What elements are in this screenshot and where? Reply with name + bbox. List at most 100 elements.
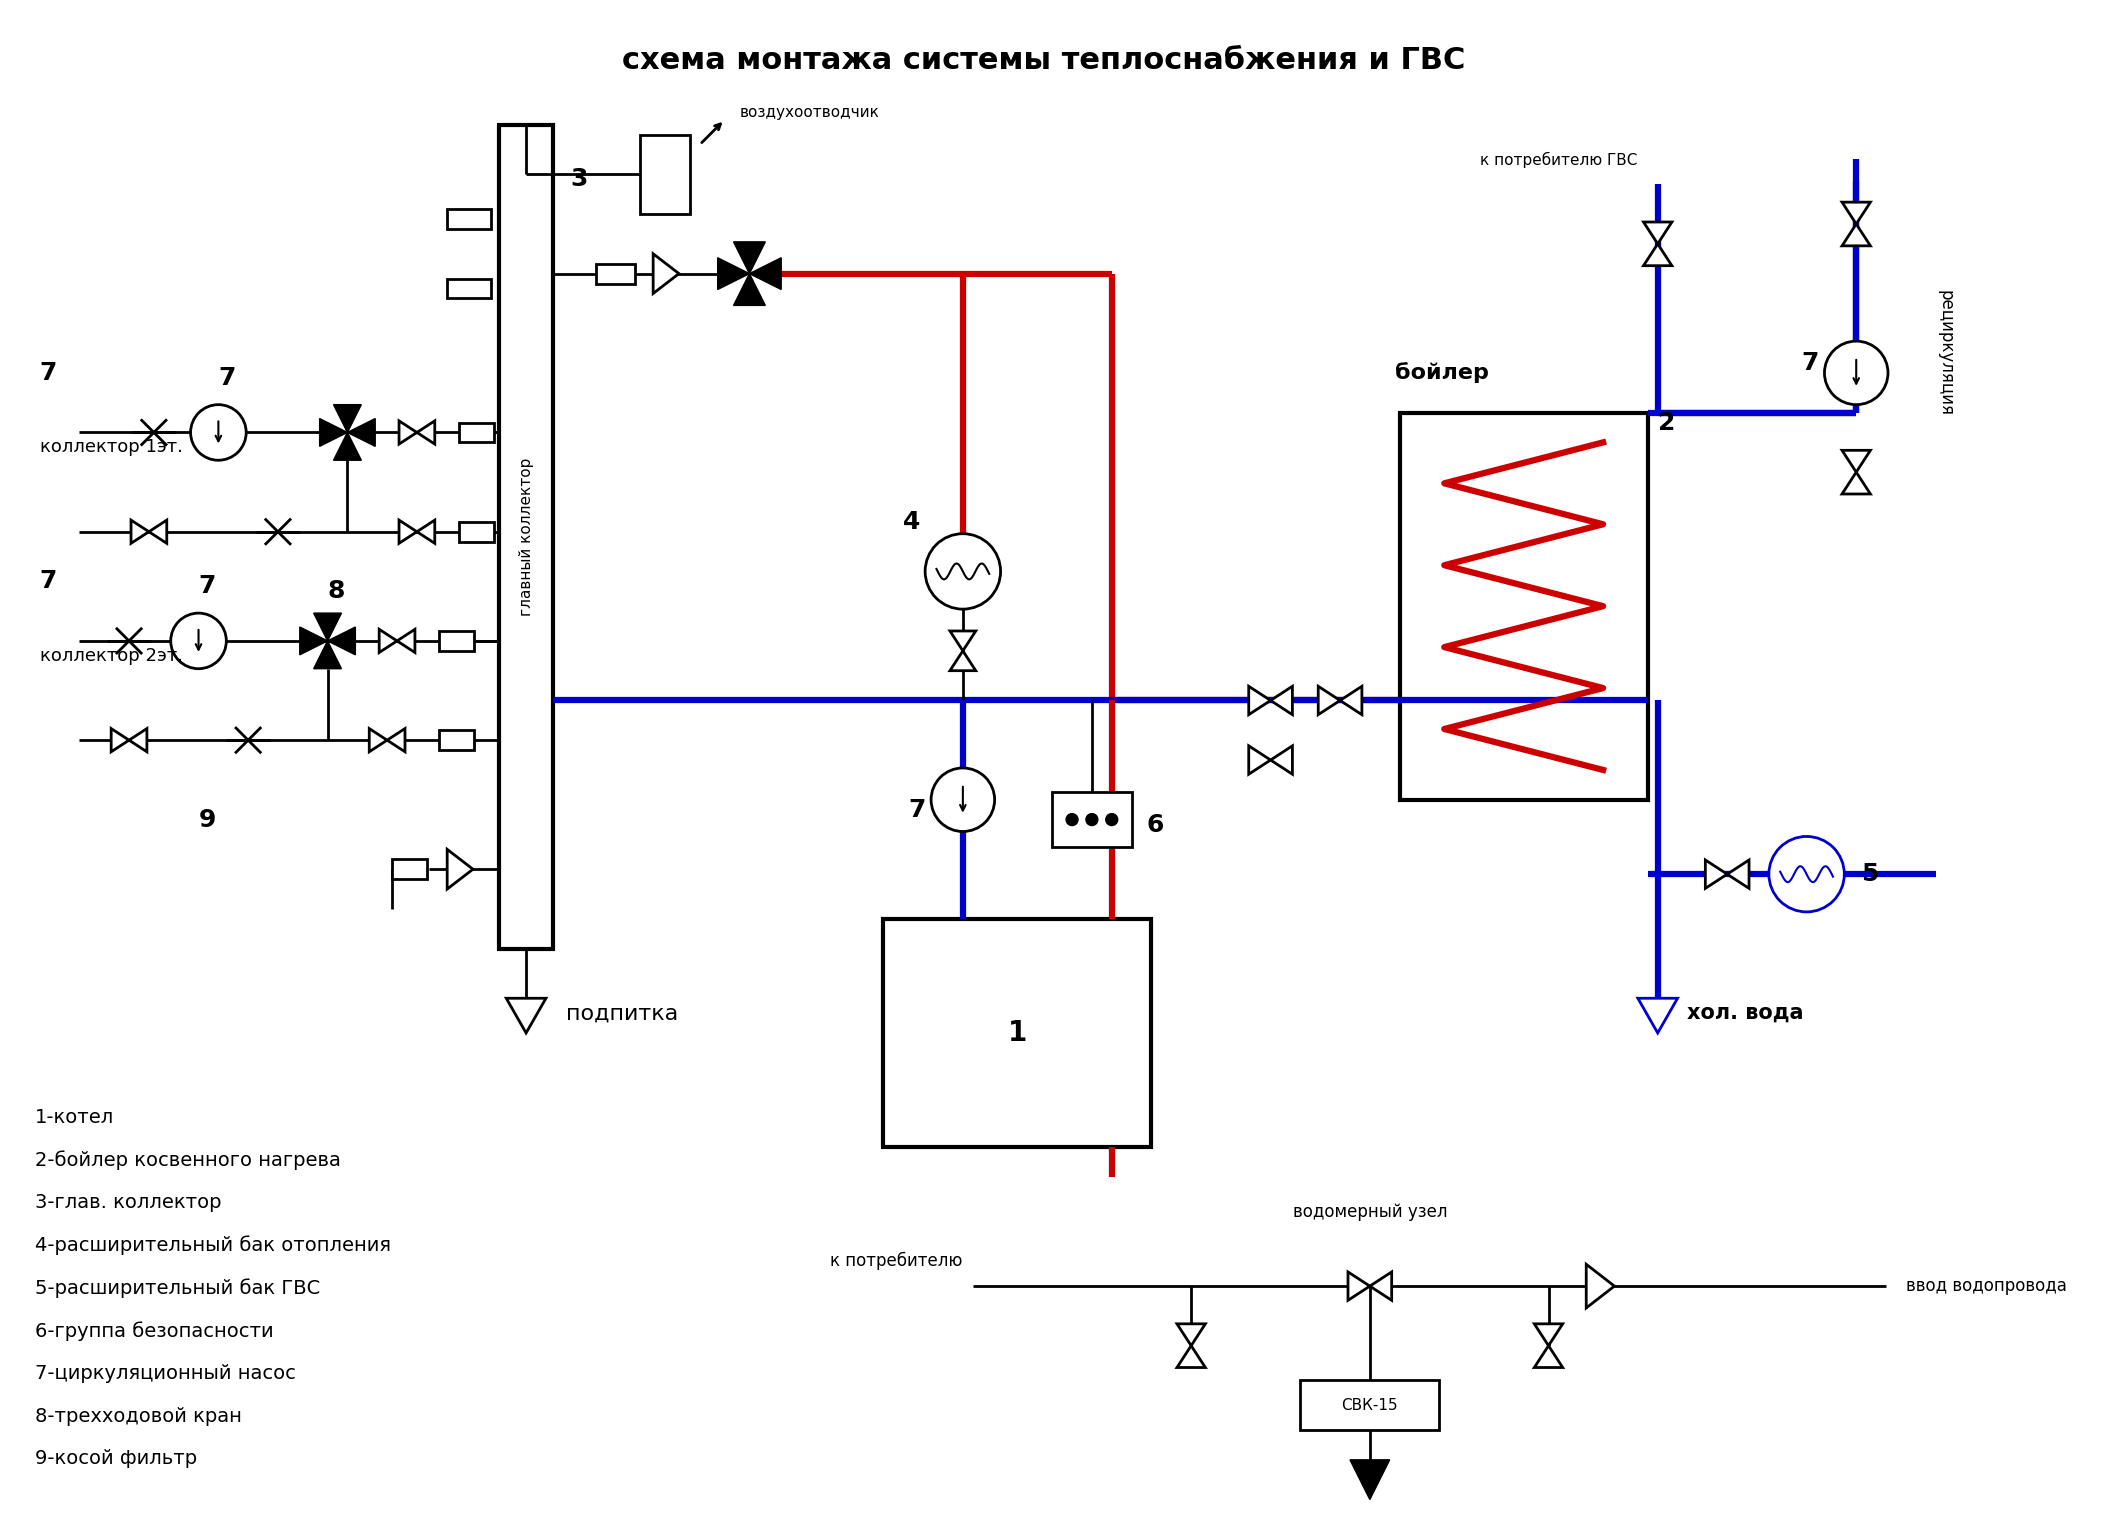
Circle shape — [1087, 813, 1097, 826]
Text: коллектор 1эт.: коллектор 1эт. — [40, 438, 183, 456]
Text: 3-глав. коллектор: 3-глав. коллектор — [36, 1193, 221, 1212]
Polygon shape — [1349, 1460, 1389, 1500]
Circle shape — [1825, 342, 1888, 404]
Polygon shape — [328, 627, 355, 655]
Text: 2-бойлер косвенного нагрева: 2-бойлер косвенного нагрева — [36, 1151, 341, 1170]
Polygon shape — [1705, 861, 1728, 888]
Text: 6-группа безопасности: 6-группа безопасности — [36, 1322, 273, 1341]
Polygon shape — [1841, 201, 1871, 224]
Text: к потребителю ГВС: к потребителю ГВС — [1480, 151, 1637, 168]
Text: 7-циркуляционный насос: 7-циркуляционный насос — [36, 1364, 296, 1383]
Polygon shape — [1644, 244, 1671, 266]
Text: 7: 7 — [40, 569, 57, 594]
Text: водомерный узел: водомерный узел — [1293, 1202, 1446, 1221]
Text: 8-трехходовой кран: 8-трехходовой кран — [36, 1407, 242, 1425]
Polygon shape — [448, 850, 473, 890]
Polygon shape — [130, 520, 149, 543]
Polygon shape — [1841, 450, 1871, 472]
Bar — [1301, 1381, 1440, 1430]
Polygon shape — [387, 728, 406, 752]
Polygon shape — [1534, 1346, 1562, 1367]
Text: 7: 7 — [40, 360, 57, 385]
Text: 7: 7 — [219, 366, 235, 389]
Polygon shape — [717, 258, 750, 290]
Polygon shape — [1318, 687, 1341, 714]
Polygon shape — [1341, 687, 1362, 714]
Bar — [1053, 792, 1131, 847]
Polygon shape — [1841, 472, 1871, 494]
Bar — [448, 279, 492, 299]
Polygon shape — [128, 728, 147, 752]
Text: воздухоотводчик: воздухоотводчик — [740, 105, 879, 121]
Bar — [498, 125, 553, 949]
Text: схема монтажа системы теплоснабжения и ГВС: схема монтажа системы теплоснабжения и Г… — [622, 46, 1465, 75]
Text: 1: 1 — [1007, 1019, 1028, 1047]
Polygon shape — [334, 432, 362, 461]
Polygon shape — [313, 641, 341, 668]
Polygon shape — [370, 728, 387, 752]
Text: к потребителю: к потребителю — [830, 1253, 963, 1271]
Polygon shape — [1841, 224, 1871, 246]
Text: 7: 7 — [198, 574, 217, 598]
Text: 7: 7 — [908, 798, 925, 821]
Text: 2: 2 — [1658, 410, 1675, 435]
Polygon shape — [334, 404, 362, 432]
Polygon shape — [320, 418, 347, 446]
Polygon shape — [1177, 1346, 1204, 1367]
Text: 3: 3 — [572, 168, 589, 191]
Polygon shape — [111, 728, 128, 752]
Polygon shape — [1534, 1325, 1562, 1346]
Bar — [439, 630, 473, 650]
Polygon shape — [1347, 1273, 1371, 1300]
Text: 8: 8 — [328, 580, 345, 603]
Polygon shape — [313, 613, 341, 641]
Bar — [458, 522, 494, 542]
Text: 4-расширительный бак отопления: 4-расширительный бак отопления — [36, 1236, 391, 1256]
Polygon shape — [399, 520, 416, 543]
Text: главный коллектор: главный коллектор — [519, 458, 534, 617]
Text: подпитка: подпитка — [565, 1003, 679, 1022]
Bar — [393, 859, 427, 879]
Circle shape — [1770, 836, 1843, 913]
Circle shape — [931, 768, 994, 832]
Bar — [439, 731, 473, 751]
Text: 5: 5 — [1860, 862, 1879, 887]
Polygon shape — [1644, 221, 1671, 244]
Bar — [448, 209, 492, 229]
Polygon shape — [750, 258, 782, 290]
Text: 1-котел: 1-котел — [36, 1108, 114, 1126]
Circle shape — [1106, 813, 1118, 826]
Polygon shape — [347, 418, 376, 446]
Polygon shape — [378, 629, 397, 653]
Text: 6: 6 — [1146, 812, 1165, 836]
Polygon shape — [1728, 861, 1749, 888]
Polygon shape — [1587, 1264, 1614, 1308]
Polygon shape — [950, 630, 975, 650]
Polygon shape — [399, 421, 416, 444]
Polygon shape — [950, 650, 975, 671]
Text: 5-расширительный бак ГВС: 5-расширительный бак ГВС — [36, 1279, 320, 1299]
Polygon shape — [507, 998, 547, 1033]
Text: коллектор 2эт.: коллектор 2эт. — [40, 647, 183, 665]
Text: ввод водопровода: ввод водопровода — [1907, 1277, 2066, 1296]
Circle shape — [170, 613, 227, 668]
Circle shape — [1066, 813, 1078, 826]
Text: СВК-15: СВК-15 — [1341, 1398, 1398, 1413]
Polygon shape — [1637, 998, 1677, 1033]
Bar — [595, 264, 635, 284]
Bar — [883, 919, 1152, 1148]
Polygon shape — [149, 520, 166, 543]
Polygon shape — [734, 241, 765, 273]
Bar — [1400, 412, 1648, 800]
Polygon shape — [1270, 746, 1293, 774]
Polygon shape — [1270, 687, 1293, 714]
Polygon shape — [1177, 1325, 1204, 1346]
Text: хол. вода: хол. вода — [1688, 1003, 1804, 1022]
Polygon shape — [1249, 746, 1270, 774]
Polygon shape — [416, 421, 435, 444]
Polygon shape — [734, 273, 765, 305]
Polygon shape — [397, 629, 414, 653]
Text: 9-косой фильтр: 9-косой фильтр — [36, 1450, 198, 1468]
Text: рециркуляция: рециркуляция — [1936, 290, 1955, 417]
Bar — [458, 423, 494, 443]
